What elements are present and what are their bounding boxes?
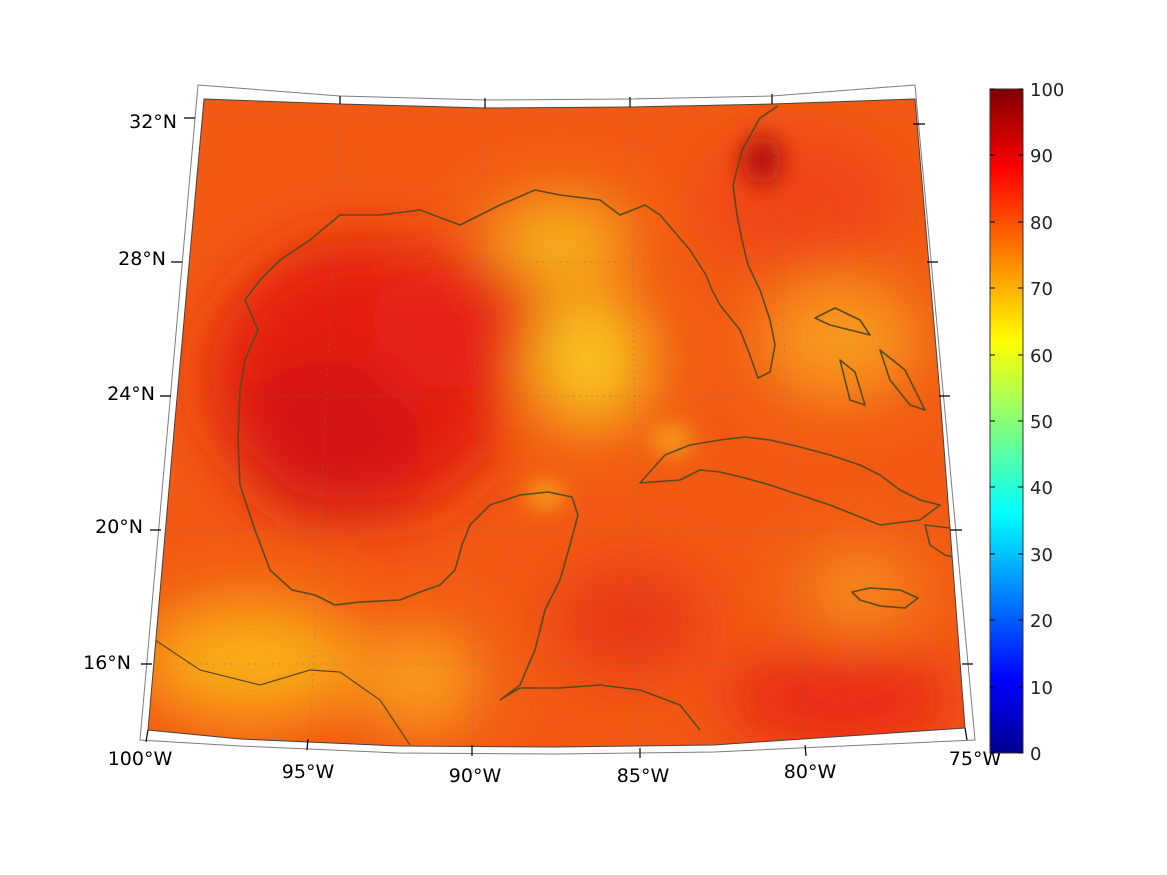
colorbar-tick-label: 10 — [1030, 678, 1053, 699]
graticule — [152, 103, 962, 747]
florida-east-coastline — [732, 105, 779, 379]
lon-label: 80°W — [784, 761, 837, 783]
coastlines — [154, 105, 965, 746]
lon-label: 85°W — [617, 765, 670, 787]
longitude-labels: 100°W 95°W 90°W 85°W 80°W 75°W — [108, 748, 1002, 787]
bahamas-islands — [814, 307, 926, 411]
colorbar-tick-label: 20 — [1030, 611, 1053, 632]
cuba-outline — [639, 436, 941, 526]
colorbar-tick-label: 100 — [1030, 80, 1064, 101]
colorbar-tick-label: 0 — [1030, 744, 1041, 765]
colorbar-tick-label: 90 — [1030, 146, 1053, 167]
lat-label: 16°N — [83, 652, 131, 674]
lon-label: 95°W — [282, 761, 335, 783]
colorbar-tick-label: 30 — [1030, 545, 1053, 566]
axis-ticks — [141, 94, 973, 758]
data-field — [148, 99, 965, 747]
lon-label: 75°W — [949, 748, 1002, 770]
jamaica-outline — [851, 587, 919, 609]
lon-label: 90°W — [449, 765, 502, 787]
colorbar-gradient — [989, 88, 1024, 754]
gulf-coastline — [237, 189, 749, 701]
colorbar-tick-label: 80 — [1030, 213, 1053, 234]
lat-label: 20°N — [95, 516, 143, 538]
colorbar-tick-label: 60 — [1030, 346, 1053, 367]
lat-label: 24°N — [107, 383, 155, 405]
colorbar-tick-label: 70 — [1030, 279, 1053, 300]
lat-label: 32°N — [129, 111, 177, 133]
colorbar-tick-label: 40 — [1030, 478, 1053, 499]
colorbar-tick-label: 50 — [1030, 412, 1053, 433]
mexico-guatemala-border — [154, 639, 411, 746]
latitude-labels: 32°N 28°N 24°N 20°N 16°N — [83, 111, 177, 674]
lat-label: 28°N — [118, 248, 166, 270]
lon-label: 100°W — [108, 748, 173, 770]
central-america-coastline — [499, 684, 701, 731]
colorbar: 100 90 80 70 60 50 40 30 20 10 0 — [989, 80, 1064, 765]
